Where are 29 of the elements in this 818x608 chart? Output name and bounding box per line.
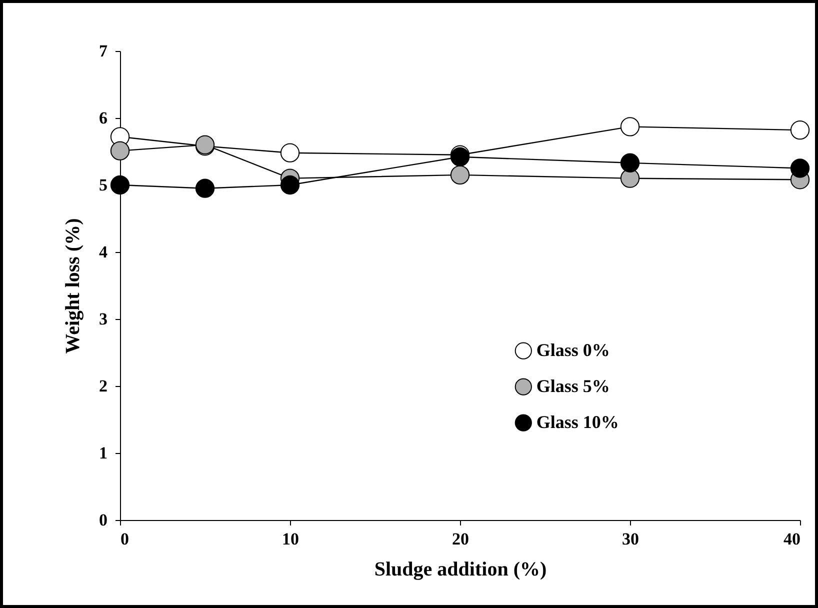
x-tick-label: 10 <box>282 530 299 548</box>
point <box>620 117 640 136</box>
legend-label: Glass 5% <box>536 376 610 396</box>
y-axis-title: Weight loss (%) <box>62 218 84 354</box>
x-tick-label: 0 <box>120 530 129 548</box>
point <box>110 141 130 160</box>
x-tick-label: 30 <box>622 530 639 548</box>
y-tick-label: 4 <box>99 242 108 262</box>
x-tick-label: 40 <box>784 530 800 548</box>
point <box>790 158 810 178</box>
x-tick-label: 20 <box>452 530 469 548</box>
y-tick-label: 1 <box>99 444 108 462</box>
y-tick-label: 2 <box>99 376 108 396</box>
y-tick-label: 0 <box>99 510 108 530</box>
point <box>110 175 130 195</box>
y-tick-label: 3 <box>99 310 108 328</box>
x-axis-title: Sludge addition (%) <box>374 558 547 580</box>
y-tick-label: 5 <box>99 176 108 194</box>
point <box>280 175 300 195</box>
point <box>280 143 300 162</box>
point <box>620 153 640 172</box>
legend-label: Glass 0% <box>536 340 610 360</box>
point <box>620 168 640 188</box>
y-tick-label: 7 <box>99 42 108 60</box>
point <box>450 165 470 185</box>
y-tick-label: 6 <box>99 108 108 128</box>
point <box>790 120 810 140</box>
legend-label: Glass 10% <box>536 412 619 432</box>
point <box>195 178 215 198</box>
